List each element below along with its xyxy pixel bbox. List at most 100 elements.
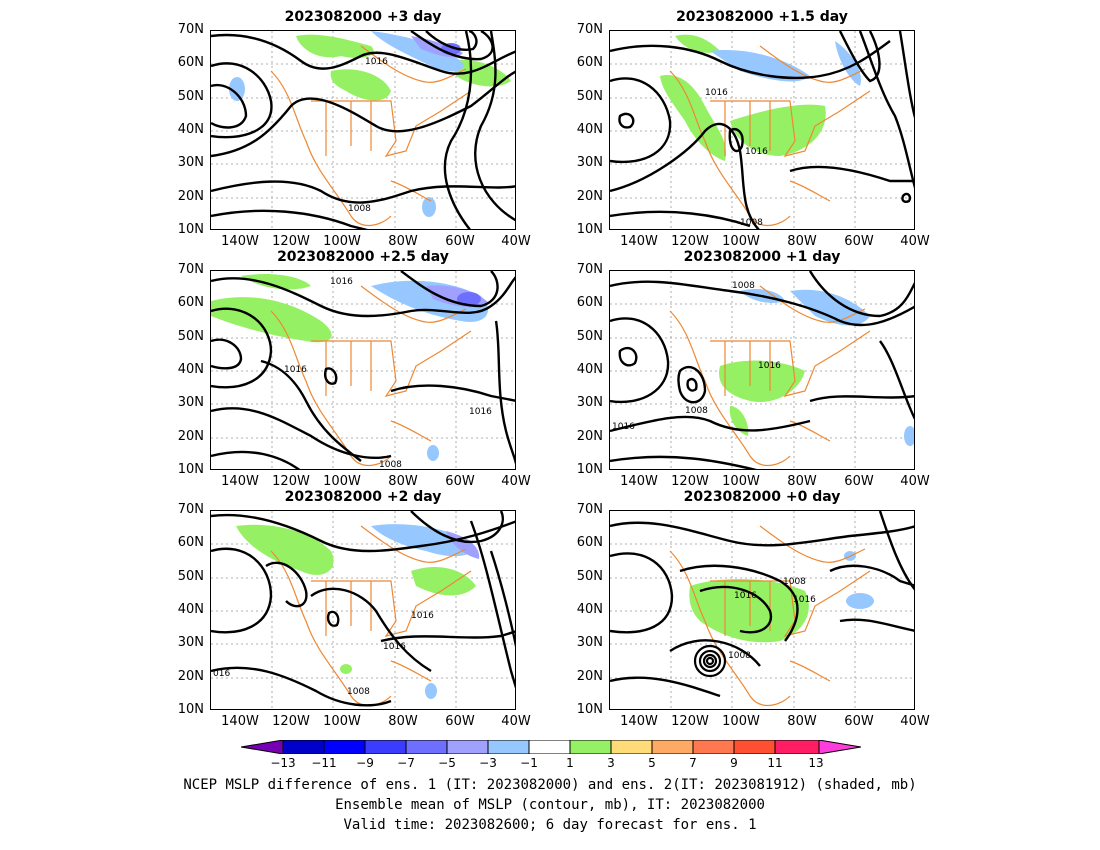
lat-label: 10N [177,702,204,717]
map-svg: 1016 1008 [211,31,515,229]
lat-label: 10N [177,462,204,477]
colorbar-tick: −13 [270,756,296,770]
lat-label: 10N [576,702,603,717]
lon-label: 60W [844,714,874,729]
contour-label: 1016 [330,277,353,287]
gridlines [211,31,515,229]
map-svg: 1008 1016 1008 1016 [610,271,914,469]
lon-label: 60W [844,234,874,249]
contour-label: 1016 [758,361,781,371]
colorbar-swatch [487,740,530,754]
lon-label: 140W [620,234,658,249]
caption-line: Valid time: 2023082600; 6 day forecast f… [343,817,757,833]
contour-label: 1008 [348,204,371,214]
map-plot: 1016 1016 016 1008 [210,510,516,710]
lat-label: 30N [177,635,204,650]
lon-label: 80W [787,714,817,729]
lat-label: 40N [576,122,603,137]
lon-label: 140W [221,714,259,729]
lat-label: 70N [177,262,204,277]
map-plot: 1008 1016 1008 1016 [609,270,915,470]
contours [211,511,515,707]
lon-label: 80W [388,234,418,249]
panel-title: 2023082000 +3 day [284,9,442,25]
lon-label: 140W [620,474,658,489]
lat-label: 10N [576,222,603,237]
lat-label: 10N [576,462,603,477]
lat-label: 60N [576,535,603,550]
lat-label: 60N [177,295,204,310]
colorbar-swatch [610,740,653,754]
lat-label: 50N [576,89,603,104]
colorbar-tick: −1 [520,756,538,770]
lon-label: 80W [388,714,418,729]
lat-label: 20N [576,669,603,684]
lat-label: 20N [576,189,603,204]
lat-label: 70N [576,262,603,277]
lon-label: 40W [900,234,930,249]
lon-label: 60W [445,234,475,249]
colorbar-arrow-left [241,740,284,754]
lon-label: 100W [323,234,361,249]
shaded-anomaly [660,34,861,161]
lon-label: 40W [900,714,930,729]
contours [211,31,515,229]
coastlines [270,285,472,466]
lon-label: 140W [221,234,259,249]
map-plot: 1008 1016 1016 1008 [609,510,915,710]
colorbar-swatch [405,740,448,754]
colorbar-tick: −3 [479,756,497,770]
colorbar-tick: −11 [311,756,337,770]
lat-label: 50N [177,569,204,584]
lat-label: 40N [177,362,204,377]
lat-label: 20N [177,189,204,204]
lon-label: 100W [323,474,361,489]
map-svg: 1008 1016 1016 1008 [610,511,914,709]
colorbar-swatch [733,740,776,754]
lat-label: 50N [177,89,204,104]
lat-label: 10N [177,222,204,237]
map-plot: 1016 1008 [210,30,516,230]
lat-label: 20N [177,429,204,444]
lat-label: 20N [576,429,603,444]
contours [610,271,914,469]
lat-label: 70N [576,22,603,37]
colorbar-tick: 1 [566,756,574,770]
lat-label: 60N [177,535,204,550]
lat-label: 40N [177,122,204,137]
lon-label: 120W [272,714,310,729]
lat-label: 50N [576,329,603,344]
colorbar-tick: −9 [356,756,374,770]
colorbar-tick: 13 [808,756,824,770]
panel-title: 2023082000 +1 day [683,249,841,265]
lat-label: 40N [576,602,603,617]
lat-label: 40N [576,362,603,377]
contour-label: 1008 [783,577,806,587]
caption-line: NCEP MSLP difference of ens. 1 (IT: 2023… [183,777,917,793]
lon-label: 40W [501,474,531,489]
lon-label: 40W [900,474,930,489]
lat-label: 40N [177,602,204,617]
map-svg: 1016 1016 1016 1008 [211,271,515,469]
lon-label: 40W [501,234,531,249]
hurricane-contours [693,644,727,678]
colorbar-arrow-right [818,740,861,754]
colorbar-swatch [692,740,735,754]
colorbar-swatch [364,740,407,754]
lat-label: 60N [177,55,204,70]
lat-label: 30N [177,395,204,410]
contour-label: 1016 [284,365,307,375]
contour-label: 1016 [793,595,816,605]
colorbar-swatch [446,740,489,754]
colorbar-tick: 3 [607,756,615,770]
colorbar-swatch [651,740,694,754]
lat-label: 50N [576,569,603,584]
colorbar-tick: 9 [730,756,738,770]
shaded-anomaly [236,524,480,699]
panel-title: 2023082000 +2 day [284,489,442,505]
colorbar-swatch [774,740,820,754]
contour-label: 1016 [365,57,388,67]
coastlines [669,45,871,226]
contour-label: 1016 [734,591,757,601]
map-svg: 1016 1016 016 1008 [211,511,515,709]
